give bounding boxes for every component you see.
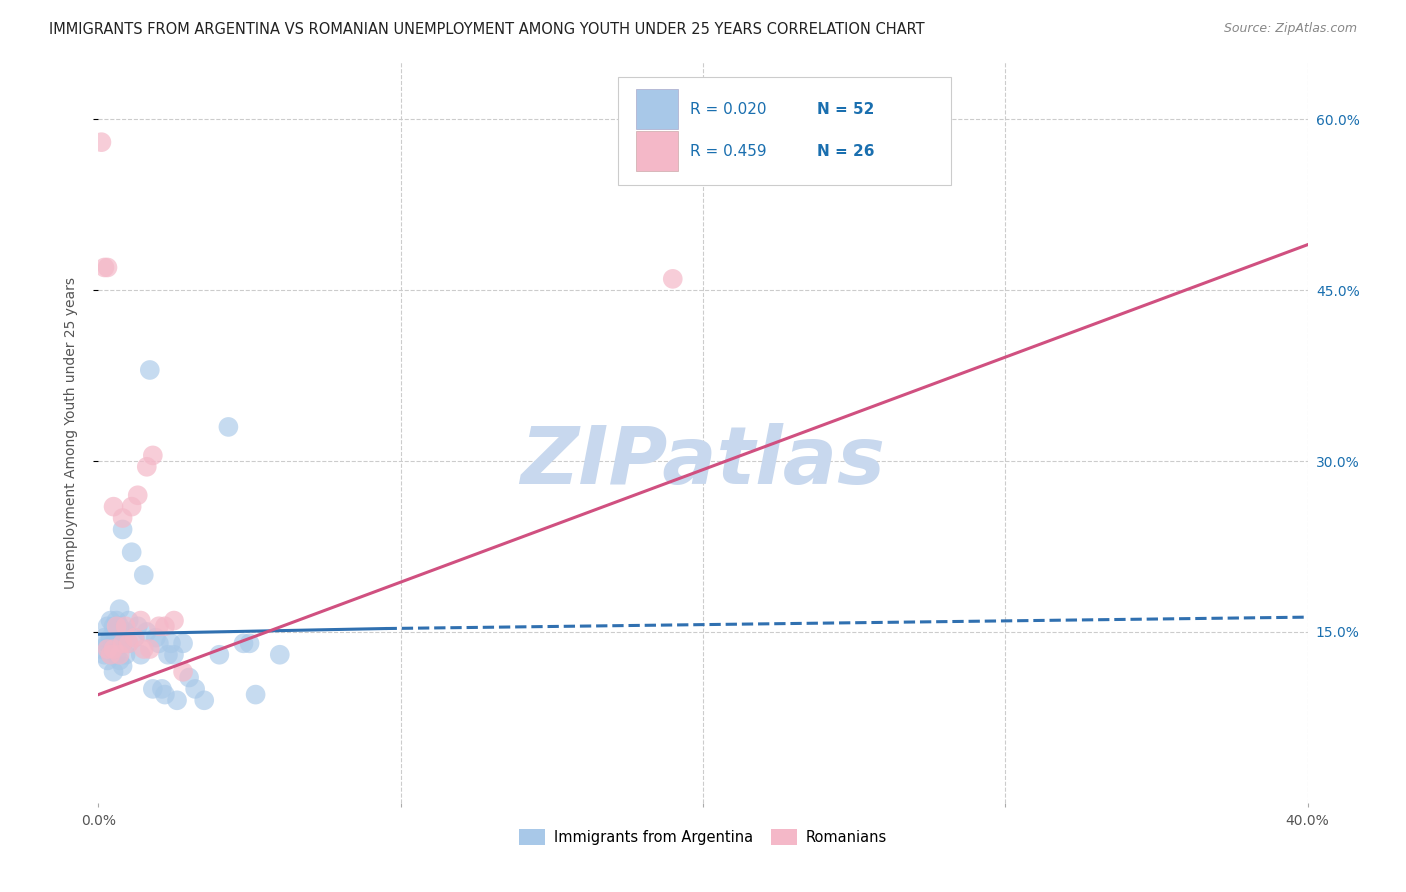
Point [108,619,131,633]
Point [166,693,188,707]
Point [129,648,152,662]
Point [150,681,173,696]
FancyBboxPatch shape [637,89,678,129]
Text: R = 0.020: R = 0.020 [690,102,766,117]
Point [96,636,118,650]
Point [232,636,254,650]
Legend: Immigrants from Argentina, Romanians: Immigrants from Argentina, Romanians [513,823,893,851]
Point [93,260,115,275]
Point [114,619,136,633]
Point [96,653,118,667]
Point [163,614,186,628]
Point [105,631,128,645]
Point [100,648,122,662]
Point [172,665,194,679]
Point [153,688,176,702]
Point [127,488,149,502]
Point [121,500,143,514]
Point [111,636,134,650]
Point [145,631,167,645]
Point [105,614,128,628]
FancyBboxPatch shape [619,78,950,185]
Point [208,648,231,662]
Point [153,619,176,633]
Point [100,614,122,628]
Point [103,636,125,650]
Point [105,619,128,633]
FancyBboxPatch shape [637,131,678,171]
Point [179,671,201,685]
Point [239,636,262,650]
Point [148,619,170,633]
Point [96,619,118,633]
Point [103,500,125,514]
Point [124,631,146,645]
Point [172,636,194,650]
Point [111,523,134,537]
Point [121,545,143,559]
Text: IMMIGRANTS FROM ARGENTINA VS ROMANIAN UNEMPLOYMENT AMONG YOUTH UNDER 25 YEARS CO: IMMIGRANTS FROM ARGENTINA VS ROMANIAN UN… [49,22,925,37]
Point [111,659,134,673]
Point [114,648,136,662]
Text: ZIPatlas: ZIPatlas [520,423,886,501]
Point [108,636,131,650]
Point [100,631,122,645]
Point [132,642,155,657]
Point [142,449,165,463]
Point [193,693,215,707]
Text: N = 52: N = 52 [817,102,875,117]
Y-axis label: Unemployment Among Youth under 25 years: Unemployment Among Youth under 25 years [63,277,77,589]
Point [142,681,165,696]
Point [163,648,186,662]
Point [127,619,149,633]
Text: R = 0.459: R = 0.459 [690,144,766,159]
Point [661,272,683,286]
Point [135,459,157,474]
Point [96,260,118,275]
Point [96,642,118,657]
Text: N = 26: N = 26 [817,144,875,159]
Point [139,363,162,377]
Point [135,624,157,639]
Point [93,648,115,662]
Point [103,665,125,679]
Point [111,636,134,650]
Point [118,636,141,650]
Point [269,648,291,662]
Point [114,624,136,639]
Point [139,642,162,657]
Point [184,681,207,696]
Text: Source: ZipAtlas.com: Source: ZipAtlas.com [1223,22,1357,36]
Point [100,648,122,662]
Point [148,636,170,650]
Point [103,642,125,657]
Point [90,642,112,657]
Point [160,636,183,650]
Point [245,688,267,702]
Point [103,619,125,633]
Point [132,568,155,582]
Point [156,648,179,662]
Point [108,653,131,667]
Point [217,420,239,434]
Point [108,648,131,662]
Point [118,614,141,628]
Point [90,135,112,149]
Point [124,631,146,645]
Point [111,511,134,525]
Point [93,631,115,645]
Point [108,602,131,616]
Point [105,648,128,662]
Point [129,614,152,628]
Point [118,636,141,650]
